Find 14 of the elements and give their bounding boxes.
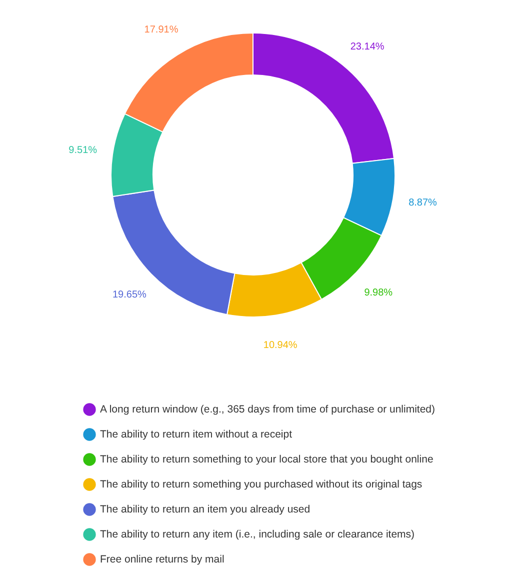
data-label: 17.91% bbox=[144, 24, 178, 36]
legend-label: The ability to return something you purchased without its original tags bbox=[100, 478, 422, 490]
legend-label: The ability to return an item you already used bbox=[100, 504, 310, 516]
legend-label: Free online returns by mail bbox=[100, 554, 224, 566]
data-label: 9.98% bbox=[364, 288, 393, 299]
data-label: 10.94% bbox=[263, 340, 298, 351]
data-label: 8.87% bbox=[408, 198, 438, 209]
legend-label: A long return window (e.g., 365 days from time of purchase or unlimited) bbox=[100, 404, 435, 416]
legend-label: The ability to return any item (i.e., including sale or clearance items) bbox=[100, 528, 415, 540]
data-label: 9.51% bbox=[68, 144, 98, 156]
data-label: 23.14% bbox=[350, 41, 384, 52]
data-label: 19.65% bbox=[112, 290, 147, 301]
legend-label: The ability to return item without a receipt bbox=[100, 428, 292, 440]
legend-label: The ability to return something to your local store that you bought online bbox=[100, 454, 434, 466]
